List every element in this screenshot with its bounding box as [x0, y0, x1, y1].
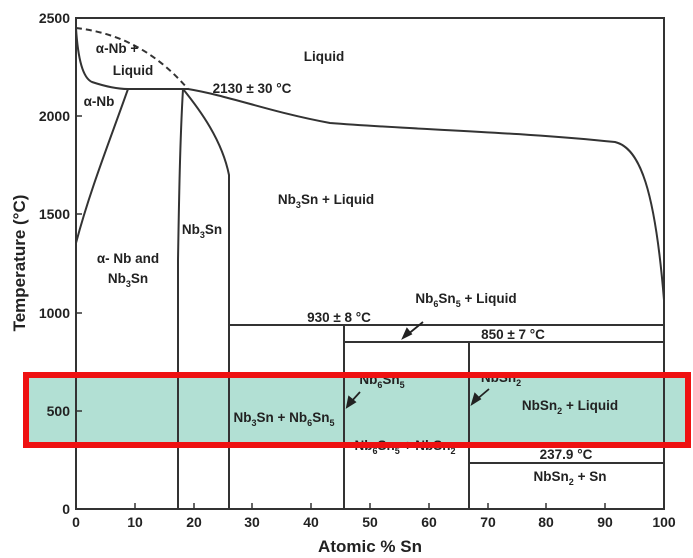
alpha-nb-solvus: [75, 88, 129, 244]
label-2130: 2130 ± 30 °C: [213, 81, 292, 96]
x-tick-90: 90: [597, 514, 613, 530]
label-alpha-nb: α-Nb: [84, 94, 115, 109]
label-alpha-nb-and-1: α- Nb and: [97, 251, 159, 266]
y-axis-ticks: [76, 17, 82, 510]
label-930: 930 ± 8 °C: [307, 310, 371, 325]
x-tick-30: 30: [244, 514, 260, 530]
label-liquid: Liquid: [304, 49, 345, 64]
y-tick-2000: 2000: [39, 108, 70, 124]
y-tick-2500: 2500: [39, 10, 70, 26]
highlight-fill: [26, 375, 688, 445]
label-nbsn2-liquid: NbSn2 + Liquid: [522, 398, 618, 416]
label-alpha-nb-liquid-1: α-Nb +: [96, 41, 139, 56]
label-alpha-nb-and-2: Nb3Sn: [108, 271, 148, 289]
phase-boundaries: [75, 27, 665, 509]
highlight-border: [23, 372, 691, 448]
y-tick-0: 0: [62, 501, 70, 517]
x-axis-ticks: [75, 503, 665, 509]
nb3sn-right-boundary: [182, 88, 230, 509]
x-tick-50: 50: [362, 514, 378, 530]
x-tick-20: 20: [186, 514, 202, 530]
label-alpha-nb-liquid-2: Liquid: [113, 63, 154, 78]
y-tick-1000: 1000: [39, 305, 70, 321]
x-tick-80: 80: [538, 514, 554, 530]
label-nb3sn-phase: Nb3Sn: [182, 222, 222, 240]
x-tick-10: 10: [127, 514, 143, 530]
dashed-liquidus: [75, 27, 189, 90]
alpha-nb-liquidus: [75, 27, 129, 90]
label-nbsn2-sn: NbSn2 + Sn: [534, 469, 607, 487]
x-axis-title: Atomic % Sn: [318, 537, 422, 556]
y-tick-500: 500: [47, 403, 71, 419]
x-tick-70: 70: [480, 514, 496, 530]
label-nb3sn-liquid: Nb3Sn + Liquid: [278, 192, 374, 210]
y-axis-title: Temperature (°C): [10, 195, 29, 332]
label-850: 850 ± 7 °C: [481, 327, 545, 342]
label-237: 237.9 °C: [540, 447, 593, 462]
x-tick-60: 60: [421, 514, 437, 530]
x-tick-100: 100: [652, 514, 676, 530]
x-tick-40: 40: [303, 514, 319, 530]
annotation-arrows: [345, 321, 490, 409]
x-tick-0: 0: [72, 514, 80, 530]
nb3sn-left-boundary: [177, 88, 184, 509]
label-nb3sn-nb6sn5: Nb3Sn + Nb6Sn5: [234, 410, 335, 428]
label-nb6sn5-liquid: Nb6Sn5 + Liquid: [415, 291, 516, 309]
y-tick-1500: 1500: [39, 206, 70, 222]
nb3sn-liquidus: [187, 88, 665, 301]
